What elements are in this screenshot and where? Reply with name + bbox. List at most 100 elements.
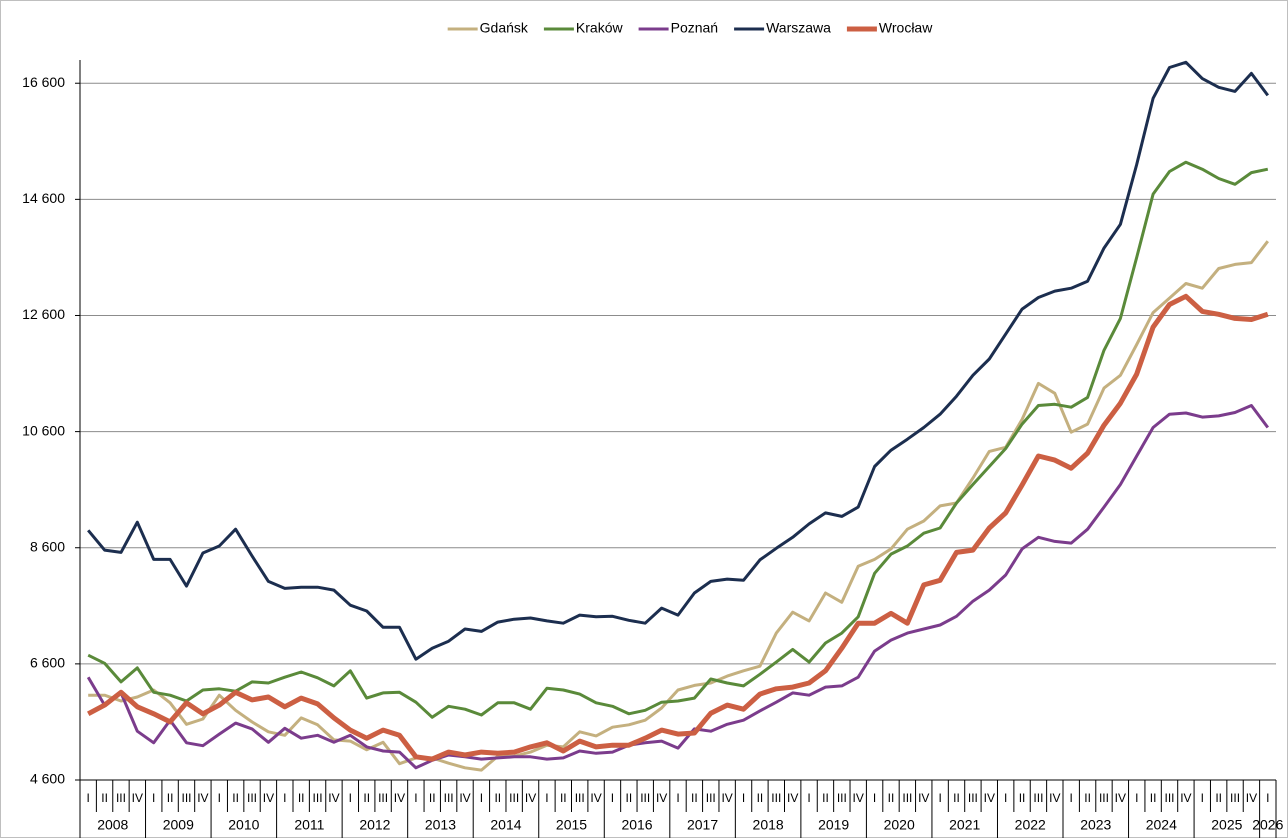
x-tick-label: I	[676, 791, 679, 805]
legend: Gdańsk Kraków Poznań Warszawa Wrocław	[447, 20, 933, 36]
x-tick-label: II	[757, 791, 764, 805]
x-group-label: 2022	[1015, 817, 1046, 833]
series-line	[87, 60, 1270, 661]
legend-item: Wrocław	[846, 20, 933, 36]
x-tick-label: I	[611, 791, 614, 805]
x-tick-label: III	[1230, 791, 1240, 805]
x-tick-label: II	[1019, 791, 1026, 805]
y-tick-label: 6 600	[30, 655, 65, 671]
x-tick-label: IV	[721, 791, 732, 805]
legend-item: Warszawa	[734, 20, 831, 36]
x-tick-label: I	[283, 791, 286, 805]
x-tick-label: III	[706, 791, 716, 805]
x-tick-label: IV	[918, 791, 929, 805]
legend-label: Poznań	[671, 20, 718, 36]
x-tick-label: III	[378, 791, 388, 805]
x-tick-label: II	[560, 791, 567, 805]
x-tick-label: III	[444, 791, 454, 805]
x-tick-label: III	[313, 791, 323, 805]
x-tick-label: III	[771, 791, 781, 805]
series-line	[87, 160, 1269, 719]
x-tick-label: III	[575, 791, 585, 805]
x-tick-label: II	[101, 791, 108, 805]
x-tick-label: IV	[853, 791, 864, 805]
x-group-label: 2023	[1080, 817, 1111, 833]
y-tick-label: 10 600	[22, 422, 65, 438]
x-tick-label: IV	[1180, 791, 1191, 805]
x-tick-label: III	[902, 791, 912, 805]
x-group-label: 2014	[490, 817, 521, 833]
x-tick-label: II	[1215, 791, 1222, 805]
x-tick-label: III	[116, 791, 126, 805]
x-tick-label: IV	[263, 791, 274, 805]
x-group-label: 2009	[163, 817, 194, 833]
x-tick-label: I	[480, 791, 483, 805]
y-tick-label: 16 600	[22, 74, 65, 90]
x-tick-label: IV	[656, 791, 667, 805]
x-tick-label: II	[691, 791, 698, 805]
x-tick-label: III	[837, 791, 847, 805]
x-tick-label: IV	[984, 791, 995, 805]
x-tick-label: I	[1135, 791, 1138, 805]
x-tick-label: I	[873, 791, 876, 805]
x-group-label: 2015	[556, 817, 587, 833]
x-tick-label: III	[968, 791, 978, 805]
x-group-label: 2012	[359, 817, 390, 833]
x-tick-label: I	[349, 791, 352, 805]
x-tick-label: IV	[525, 791, 536, 805]
x-tick-label: II	[167, 791, 174, 805]
x-tick-label: IV	[590, 791, 601, 805]
legend-item: Kraków	[543, 20, 624, 36]
x-tick-label: I	[545, 791, 548, 805]
x-tick-label: IV	[197, 791, 208, 805]
x-group-label: 2021	[949, 817, 980, 833]
x-tick-label: IV	[787, 791, 798, 805]
x-group-label: 2017	[687, 817, 718, 833]
x-tick-label: II	[626, 791, 633, 805]
x-tick-label: II	[1150, 791, 1157, 805]
x-tick-label: III	[1099, 791, 1109, 805]
x-tick-label: I	[1004, 791, 1007, 805]
x-tick-label: II	[953, 791, 960, 805]
x-group-label: 2011	[294, 817, 324, 833]
y-tick-label: 14 600	[22, 190, 65, 206]
x-tick-label: II	[822, 791, 829, 805]
x-group-label: 2026	[1252, 817, 1283, 833]
series-line	[87, 293, 1269, 762]
x-tick-label: II	[429, 791, 436, 805]
x-tick-label: I	[414, 791, 417, 805]
x-tick-label: I	[1266, 791, 1269, 805]
series-line	[88, 240, 1269, 772]
x-tick-label: IV	[1246, 791, 1257, 805]
x-tick-label: II	[494, 791, 501, 805]
x-group-label: 2025	[1211, 817, 1242, 833]
legend-label: Wrocław	[879, 20, 933, 36]
x-tick-label: III	[1164, 791, 1174, 805]
x-group-label: 2019	[818, 817, 849, 833]
x-tick-label: II	[363, 791, 370, 805]
x-tick-label: IV	[459, 791, 470, 805]
x-tick-label: I	[152, 791, 155, 805]
legend-item: Gdańsk	[447, 20, 529, 36]
x-tick-label: III	[247, 791, 257, 805]
legend-label: Gdańsk	[480, 20, 529, 36]
x-tick-label: I	[1070, 791, 1073, 805]
x-tick-label: I	[1201, 791, 1204, 805]
x-tick-label: I	[218, 791, 221, 805]
x-group-label: 2016	[621, 817, 652, 833]
x-tick-label: II	[232, 791, 239, 805]
y-tick-label: 4 600	[30, 771, 65, 787]
x-group-label: 2010	[228, 817, 259, 833]
x-tick-label: I	[742, 791, 745, 805]
x-tick-label: IV	[132, 791, 143, 805]
x-group-label: 2013	[425, 817, 456, 833]
legend-item: Poznań	[638, 20, 718, 36]
y-tick-label: 12 600	[22, 306, 65, 322]
x-group-label: 2008	[97, 817, 128, 833]
plot-lines	[86, 60, 1270, 772]
x-group-label: 2024	[1146, 817, 1177, 833]
series-line	[86, 404, 1270, 770]
legend-label: Kraków	[576, 20, 624, 36]
